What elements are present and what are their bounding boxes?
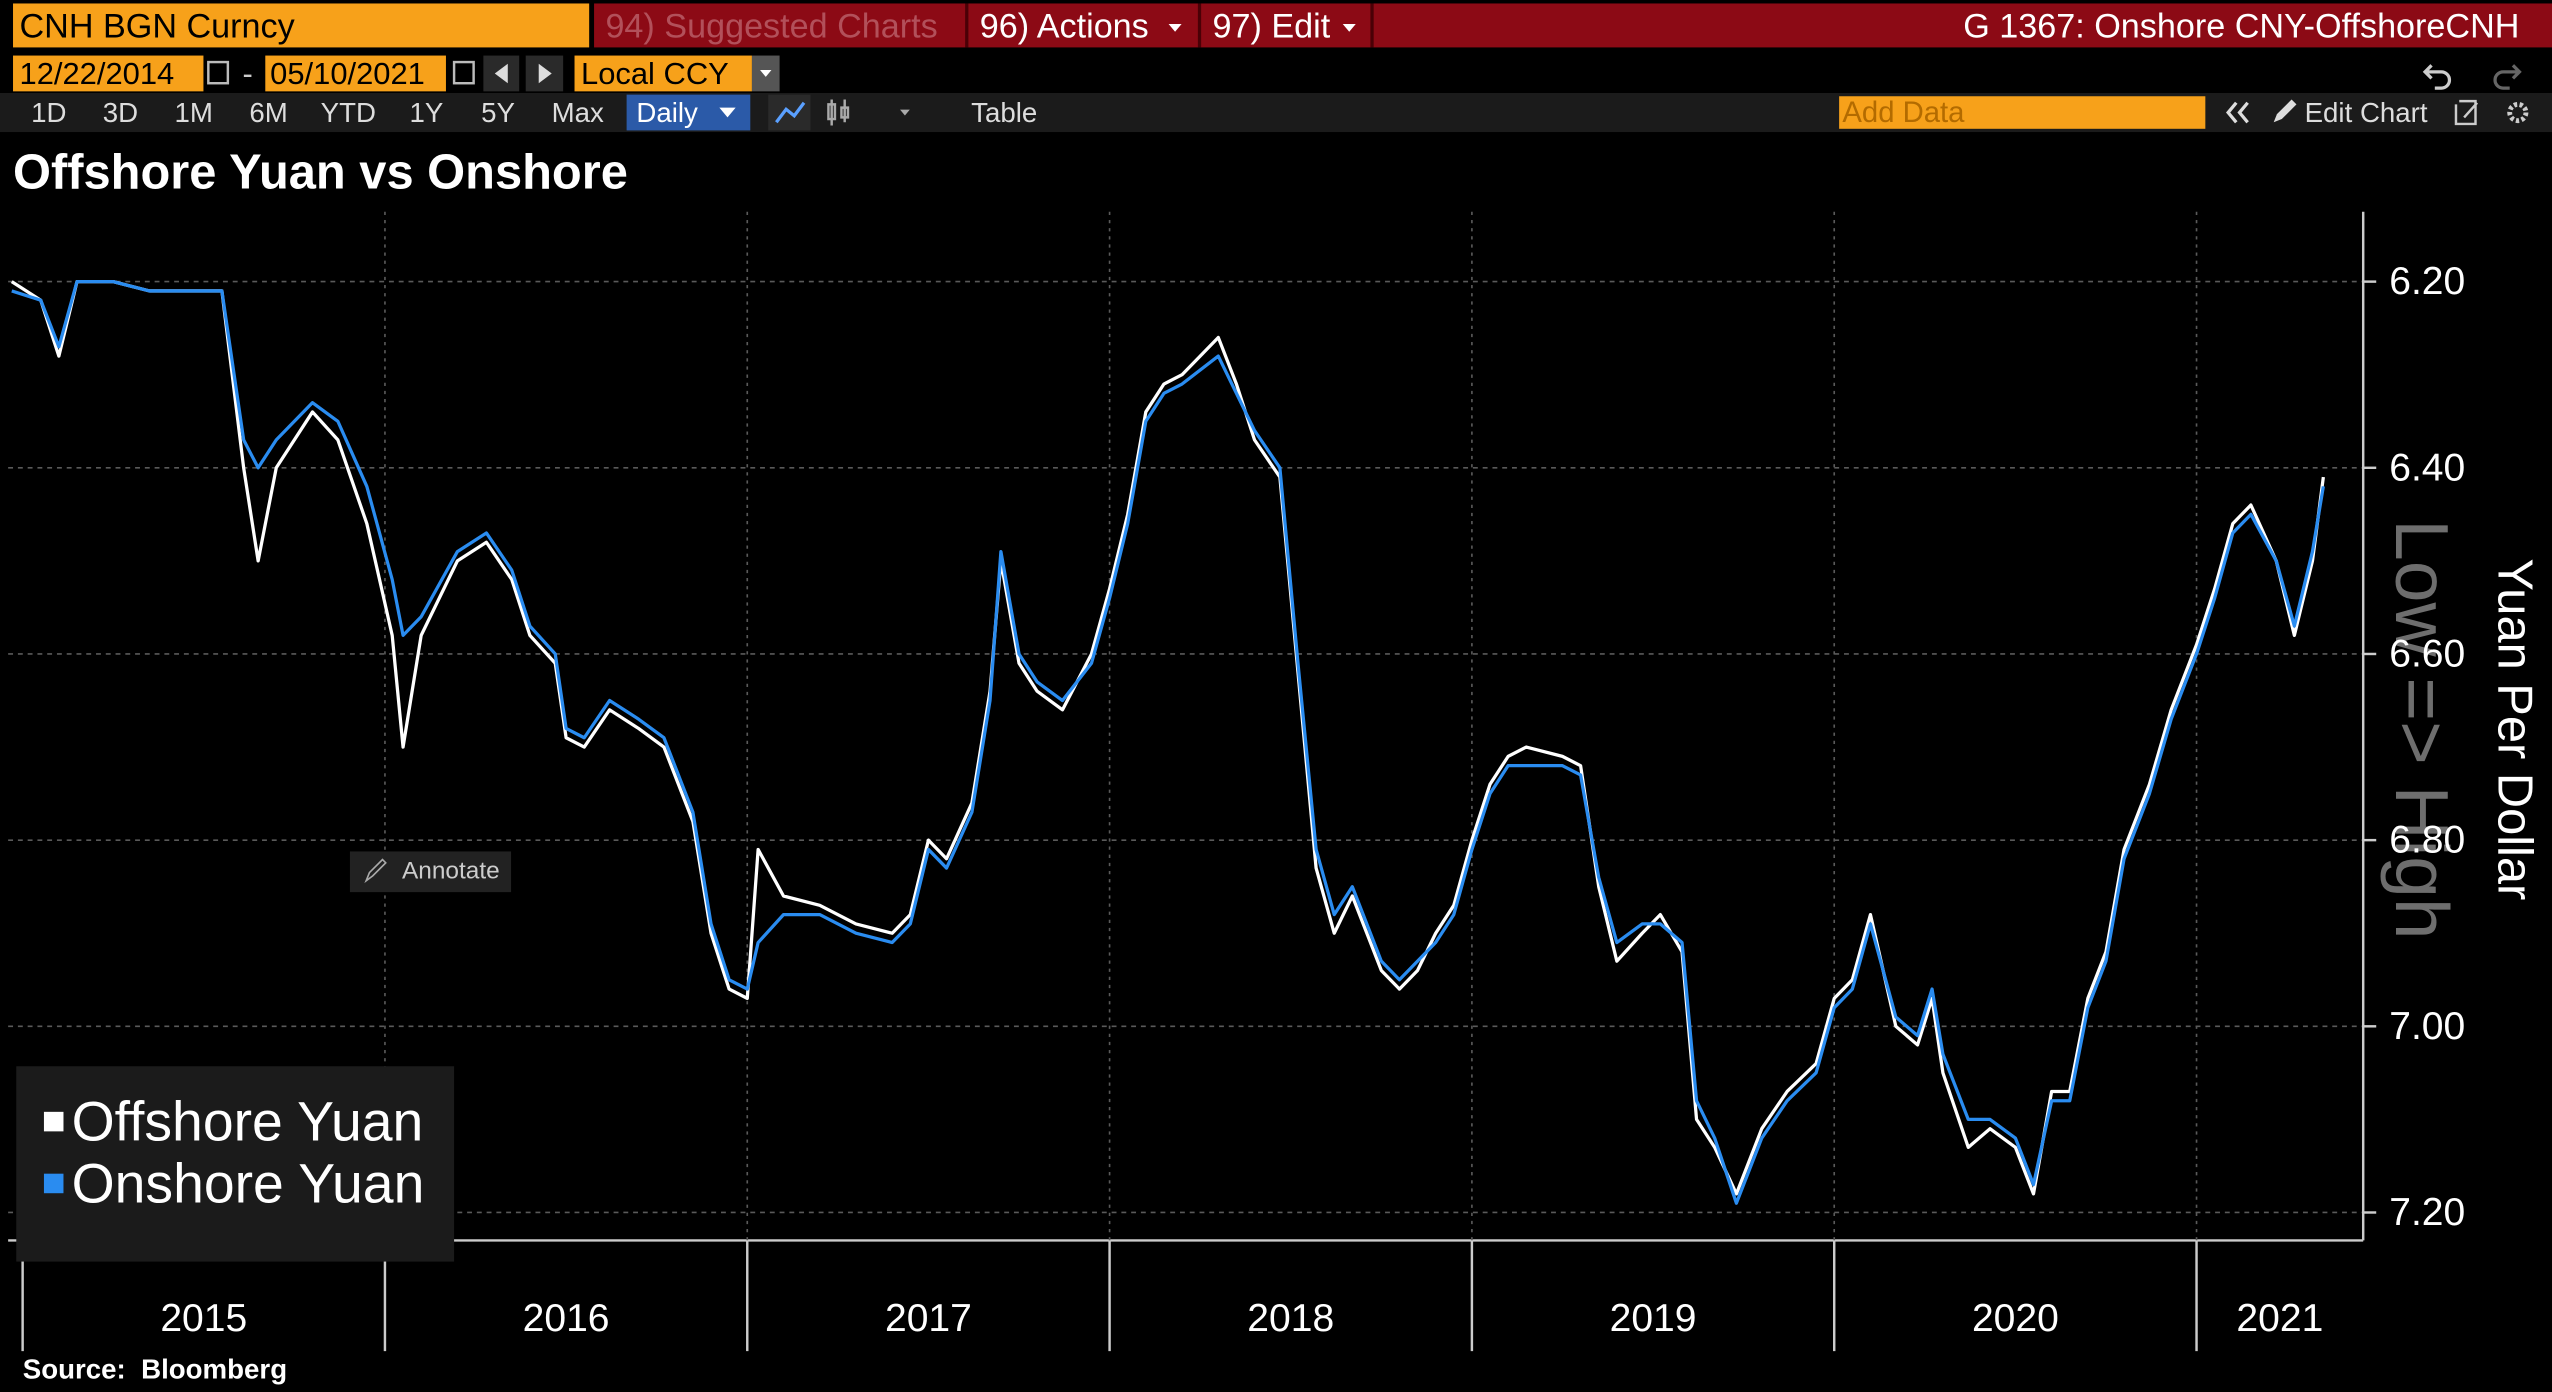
line-chart-icon — [775, 101, 806, 124]
currency-field[interactable] — [574, 55, 752, 92]
x-tick-label: 2020 — [1972, 1297, 2059, 1340]
dropdown-arrow — [900, 109, 910, 116]
series-line — [11, 279, 2325, 1205]
undo-icon[interactable] — [2422, 64, 2452, 90]
legend-label: Offshore Yuan — [72, 1091, 424, 1153]
end-date-field[interactable] — [265, 55, 446, 92]
edit-chart-button[interactable]: Edit Chart — [2305, 97, 2428, 128]
annotate-icon — [364, 858, 387, 884]
calendar-icon[interactable] — [207, 60, 230, 85]
range-button[interactable]: Max — [552, 97, 604, 128]
add-data-field[interactable] — [1839, 96, 2206, 129]
range-button[interactable]: 3D — [103, 97, 138, 128]
range-button[interactable]: 1D — [31, 97, 66, 128]
collapse-icon[interactable] — [2225, 101, 2249, 124]
legend-label: Onshore Yuan — [72, 1152, 425, 1214]
dropdown-arrow — [760, 70, 772, 77]
frequency: Daily — [636, 97, 698, 128]
date-separator: - — [243, 56, 253, 91]
range-button[interactable]: 5Y — [481, 97, 515, 128]
legend-box — [16, 1066, 455, 1262]
y-tick-label: 7.00 — [2389, 1005, 2465, 1048]
dropdown-arrow — [1342, 23, 1356, 32]
calendar-icon[interactable] — [452, 60, 475, 85]
annotate-label: Annotate — [402, 857, 500, 884]
next-arrow — [538, 63, 552, 84]
table-button[interactable]: Table — [971, 97, 1037, 128]
y-axis-watermark: Low => High — [2380, 519, 2464, 939]
range-button[interactable]: 1M — [174, 97, 212, 128]
end-date: 05/10/2021 — [270, 56, 425, 91]
x-tick-label: 2015 — [160, 1297, 247, 1340]
chart-title: Offshore Yuan vs Onshore — [13, 146, 628, 200]
source: Source: Bloomberg — [23, 1353, 287, 1384]
security-field[interactable] — [13, 3, 590, 48]
menu-suggested[interactable]: 94) Suggested Charts — [605, 7, 937, 45]
start-date: 12/22/2014 — [20, 56, 175, 91]
y-tick-label: 6.20 — [2389, 260, 2465, 303]
y-tick-label: 6.80 — [2389, 819, 2465, 862]
chart-id: G 1367: Onshore CNY-OffshoreCNH — [1963, 7, 2519, 45]
range-button[interactable]: YTD — [321, 97, 376, 128]
dropdown-arrow — [1168, 23, 1182, 32]
security-text: CNH BGN Curncy — [20, 7, 296, 45]
x-tick-label: 2016 — [523, 1297, 610, 1340]
x-tick-label: 2018 — [1247, 1297, 1334, 1340]
candle-icon[interactable] — [827, 99, 850, 126]
prev-arrow — [494, 63, 508, 84]
settings-icon[interactable] — [2507, 101, 2529, 124]
y-tick-label: 6.60 — [2389, 632, 2465, 675]
menu-bar — [594, 3, 2552, 48]
range-button[interactable]: 1Y — [410, 97, 444, 128]
y-tick-label: 7.20 — [2389, 1191, 2465, 1234]
redo-icon[interactable] — [2493, 64, 2522, 90]
range-button[interactable]: 6M — [249, 97, 287, 128]
y-axis-label: Yuan Per Dollar — [2488, 558, 2542, 900]
legend-swatch — [43, 1173, 64, 1194]
pencil-icon — [2273, 99, 2297, 123]
menu-actions[interactable]: 96) Actions — [980, 7, 1149, 45]
y-tick-label: 6.40 — [2389, 446, 2465, 489]
menu-edit[interactable]: 97) Edit — [1213, 7, 1331, 45]
edit-icon[interactable] — [2454, 99, 2479, 126]
dropdown-arrow — [719, 107, 736, 118]
x-tick-label: 2021 — [2236, 1297, 2323, 1340]
legend-swatch — [43, 1111, 64, 1132]
start-date-field[interactable] — [13, 55, 204, 92]
currency: Local CCY — [581, 56, 729, 91]
x-tick-label: 2019 — [1610, 1297, 1697, 1340]
x-tick-label: 2017 — [885, 1297, 972, 1340]
add-data-placeholder: Add Data — [1842, 96, 1965, 129]
series-line — [10, 279, 2325, 1196]
